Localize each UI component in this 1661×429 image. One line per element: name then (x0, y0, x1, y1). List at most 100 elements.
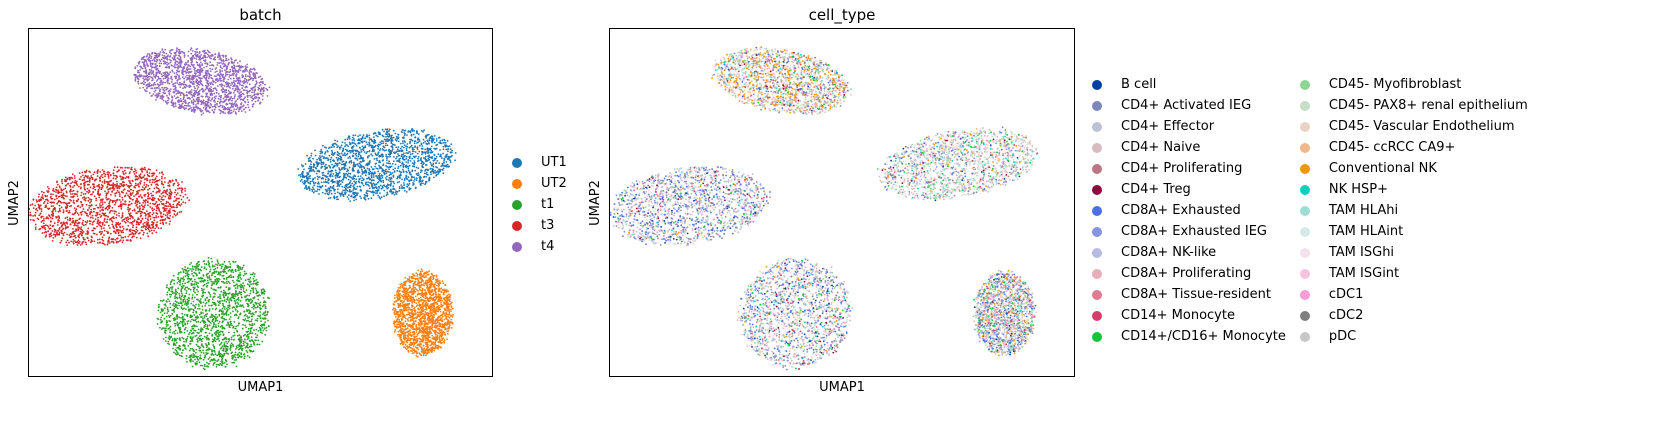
scatter-point (196, 51, 199, 54)
scatter-point (159, 88, 162, 91)
scatter-point (199, 79, 202, 82)
scatter-point (62, 201, 65, 204)
scatter-point (235, 69, 238, 72)
scatter-point (211, 68, 214, 71)
scatter-point (228, 108, 231, 111)
scatter-point (436, 166, 438, 169)
scatter-point (66, 244, 69, 247)
scatter-point (375, 183, 378, 186)
scatter-point (311, 180, 314, 182)
scatter-point (179, 107, 182, 110)
scatter-point (77, 214, 80, 216)
scatter-point (216, 61, 219, 64)
scatter-point (428, 138, 431, 140)
scatter-point (159, 195, 161, 198)
scatter-point (121, 215, 124, 217)
scatter-point (169, 190, 172, 193)
scatter-point (372, 176, 375, 178)
scatter-point (54, 208, 57, 210)
scatter-point (349, 191, 351, 193)
scatter-point (222, 79, 225, 81)
scatter-point (208, 51, 211, 54)
scatter-point (302, 176, 304, 179)
scatter-point (44, 235, 47, 238)
scatter-point (78, 172, 81, 175)
scatter-point (396, 190, 399, 193)
scatter-point (69, 236, 71, 239)
scatter-point (360, 166, 363, 169)
scatter-point (334, 192, 336, 195)
scatter-point (239, 83, 241, 86)
scatter-point (189, 93, 192, 95)
scatter-point (178, 61, 181, 64)
scatter-point (420, 151, 423, 153)
scatter-point (140, 204, 143, 207)
scatter-point (114, 201, 117, 204)
scatter-point (110, 240, 113, 243)
scatter-point (305, 186, 308, 189)
scatter-point (80, 226, 83, 229)
scatter-point (322, 163, 325, 165)
scatter-point (193, 110, 196, 113)
scatter-point (190, 78, 193, 81)
scatter-point (126, 166, 129, 169)
scatter-point (158, 189, 161, 192)
scatter-point (368, 172, 371, 175)
scatter-point (316, 182, 319, 185)
scatter-point (103, 179, 106, 181)
scatter-point (110, 179, 113, 182)
scatter-point (200, 99, 203, 102)
scatter-point (166, 63, 169, 66)
scatter-point (121, 225, 124, 228)
scatter-point (174, 66, 177, 69)
scatter-point (368, 137, 371, 139)
scatter-point (352, 152, 355, 155)
scatter-point (189, 80, 191, 82)
scatter-point (219, 79, 222, 82)
scatter-point (340, 192, 343, 195)
scatter-point (392, 168, 395, 171)
scatter-point (116, 180, 118, 183)
scatter-point (89, 212, 91, 215)
scatter-point (173, 196, 176, 198)
scatter-point (175, 93, 178, 95)
scatter-point (52, 187, 55, 190)
scatter-point (173, 106, 175, 108)
scatter-point (251, 99, 254, 102)
scatter-point (187, 105, 190, 107)
scatter-point (447, 150, 449, 153)
scatter-point (176, 192, 179, 195)
scatter-point (214, 53, 217, 55)
scatter-point (176, 73, 179, 76)
scatter-point (224, 108, 226, 111)
scatter-point (75, 200, 78, 203)
scatter-point (299, 176, 302, 178)
scatter-point (327, 150, 329, 153)
scatter-point (80, 176, 82, 178)
scatter-point (340, 179, 343, 182)
scatter-point (209, 106, 212, 109)
scatter-point (436, 160, 439, 162)
scatter-point (371, 184, 374, 187)
scatter-point (327, 159, 329, 162)
scatter-point (393, 193, 396, 196)
scatter-point (392, 136, 395, 139)
scatter-point (207, 110, 210, 113)
scatter-point (223, 89, 226, 92)
scatter-point (186, 85, 188, 88)
scatter-point (344, 163, 347, 165)
scatter-point (219, 65, 222, 67)
scatter-point (134, 231, 137, 233)
scatter-point (263, 89, 265, 92)
scatter-point (152, 84, 155, 87)
scatter-point (347, 178, 350, 181)
scatter-point (93, 185, 95, 188)
scatter-point (162, 207, 164, 209)
scatter-point (386, 133, 388, 136)
scatter-point (346, 150, 348, 152)
scatter-point (389, 188, 392, 191)
scatter-point (216, 80, 219, 83)
scatter-point (362, 179, 365, 181)
scatter-point (261, 80, 264, 83)
scatter-point (395, 157, 397, 160)
